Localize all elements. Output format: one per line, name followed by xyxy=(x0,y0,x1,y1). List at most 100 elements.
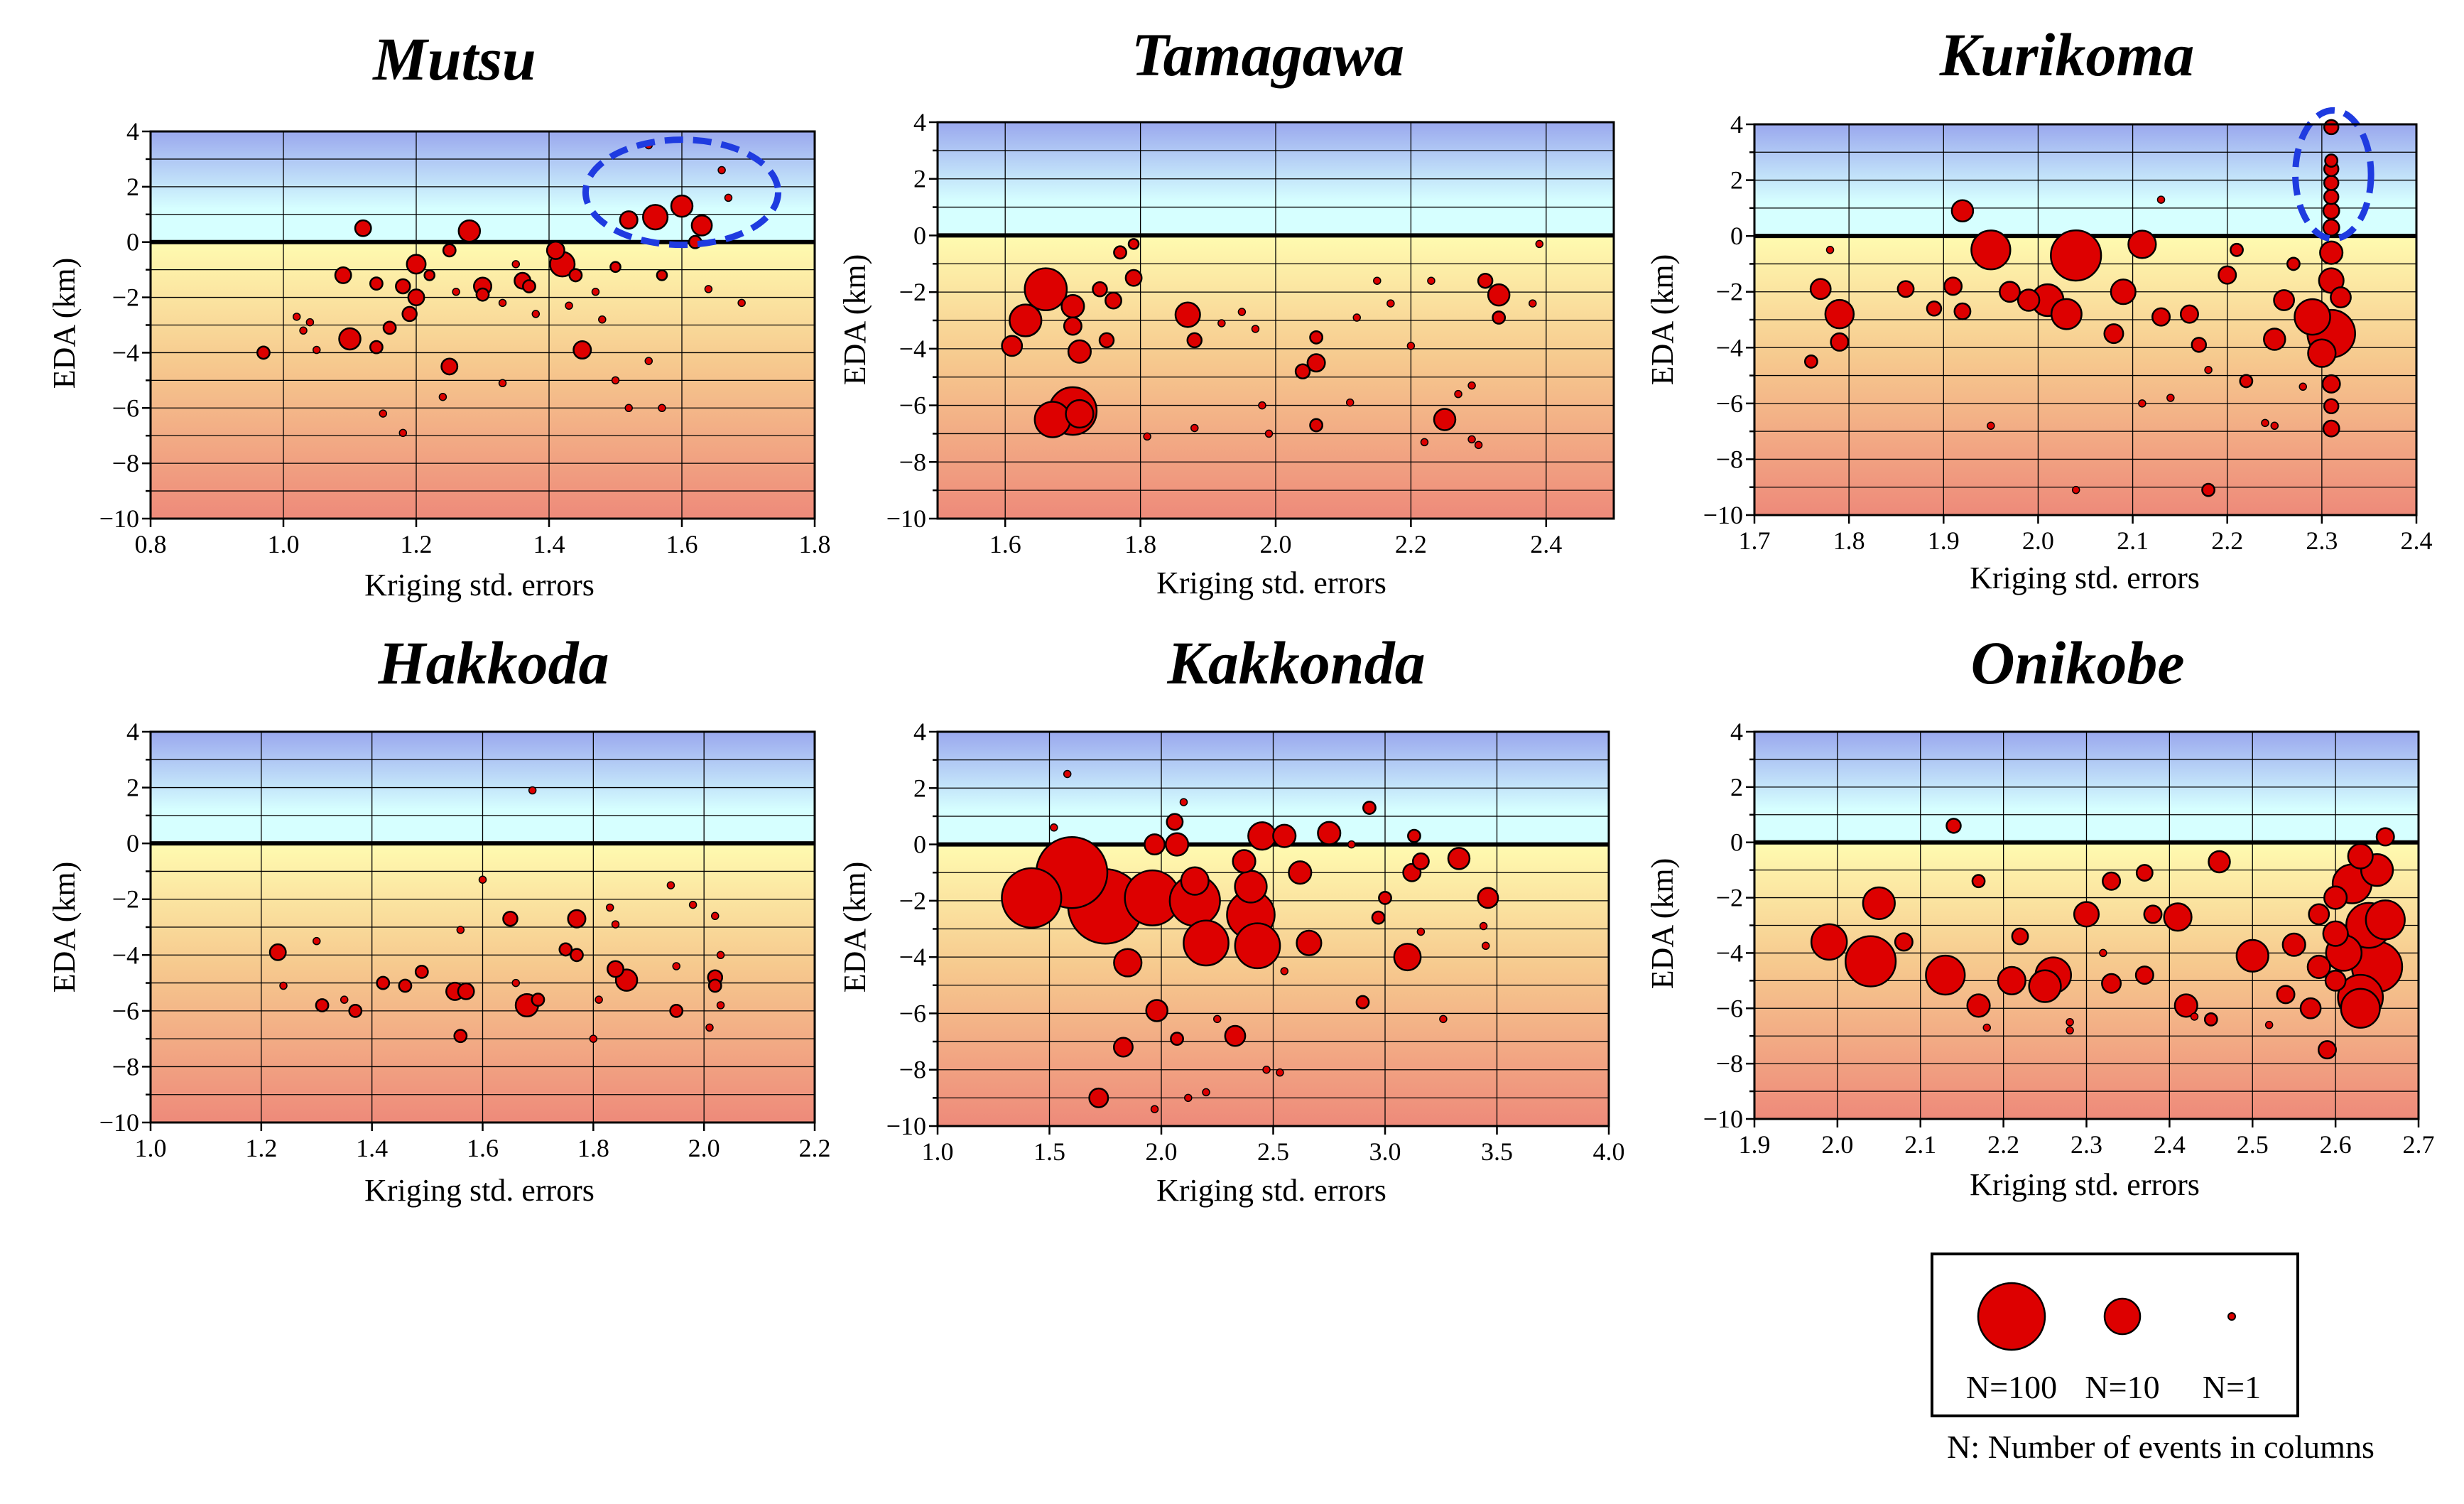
data-point xyxy=(642,204,669,231)
data-point xyxy=(1088,1087,1109,1108)
data-point xyxy=(609,261,622,274)
data-point xyxy=(705,1023,714,1032)
data-point xyxy=(716,951,725,960)
legend-label-n100: N=100 xyxy=(1966,1369,2057,1405)
data-point xyxy=(717,166,726,175)
data-point xyxy=(2306,954,2331,979)
data-point xyxy=(1024,267,1068,311)
data-point xyxy=(670,194,694,218)
data-point xyxy=(2218,265,2237,285)
data-point xyxy=(1352,313,1361,322)
data-point xyxy=(2261,418,2269,428)
data-point xyxy=(453,1029,468,1044)
data-point xyxy=(1258,401,1266,410)
data-point xyxy=(315,998,330,1012)
data-point xyxy=(1529,299,1537,308)
data-point xyxy=(522,279,536,293)
y-tick-label: −8 xyxy=(1716,1049,1743,1078)
data-point xyxy=(442,243,457,258)
data-point xyxy=(1213,1015,1222,1024)
x-tick-label: 4.0 xyxy=(1593,1137,1625,1166)
data-point xyxy=(1896,280,1915,298)
y-axis-label: EDA (km) xyxy=(47,862,82,993)
data-point xyxy=(2299,382,2307,391)
x-tick-label: 1.5 xyxy=(1033,1137,1065,1166)
data-point xyxy=(1288,860,1313,885)
y-axis-label: EDA (km) xyxy=(47,258,82,389)
x-tick-label: 1.2 xyxy=(401,530,433,558)
data-point xyxy=(452,288,460,296)
data-point xyxy=(1971,874,1986,889)
data-point xyxy=(376,975,391,990)
data-point xyxy=(1166,813,1184,831)
data-point xyxy=(1347,840,1356,849)
x-tick-label: 2.0 xyxy=(1146,1137,1178,1166)
data-point xyxy=(1296,929,1323,956)
data-point xyxy=(2323,175,2340,191)
data-point xyxy=(1251,325,1260,333)
x-tick-label: 1.6 xyxy=(989,530,1021,558)
panel-kurikoma: Kurikoma EDA (km) Kriging std. errors 1.… xyxy=(1645,21,2433,595)
data-point xyxy=(1179,798,1188,806)
data-point xyxy=(1113,245,1127,260)
data-point xyxy=(1477,272,1494,289)
legend-marker-n100 xyxy=(1977,1282,2046,1351)
data-point xyxy=(1447,847,1471,870)
x-tick-label: 1.8 xyxy=(1124,530,1156,558)
y-tick-label: −8 xyxy=(112,1052,139,1081)
data-point xyxy=(457,982,475,1000)
data-point xyxy=(2073,901,2100,928)
data-point xyxy=(1926,301,1943,317)
data-point xyxy=(406,254,427,275)
y-tick-label: −4 xyxy=(112,941,139,969)
data-point xyxy=(423,269,436,281)
data-point xyxy=(395,278,411,295)
x-axis-label: Kriging std. errors xyxy=(1156,566,1386,600)
data-point xyxy=(456,926,465,934)
data-point xyxy=(531,310,541,318)
y-tick-label: −6 xyxy=(1716,994,1743,1022)
y-tick-label: 4 xyxy=(126,718,139,746)
data-point xyxy=(1894,932,1914,952)
data-point xyxy=(2017,288,2041,312)
x-tick-label: 1.0 xyxy=(922,1137,954,1166)
data-point xyxy=(1943,276,1963,296)
data-point xyxy=(313,936,321,946)
y-tick-label: −6 xyxy=(899,391,926,420)
x-tick-label: 2.1 xyxy=(2117,526,2149,555)
data-point xyxy=(1280,967,1288,975)
y-tick-label: −2 xyxy=(1716,884,1743,912)
x-tick-label: 2.6 xyxy=(2320,1130,2352,1159)
data-point xyxy=(1420,438,1429,447)
data-point xyxy=(2208,850,2231,874)
data-point xyxy=(2270,421,2279,431)
y-tick-label: −8 xyxy=(899,1056,926,1084)
data-point xyxy=(475,287,490,302)
plot-area: 0.8 1.0 1.2 1.4 1.6 1.8 −10 −8 −6 −4 −2 0 2 4 xyxy=(99,117,831,558)
data-point xyxy=(2322,202,2340,220)
data-point xyxy=(313,345,321,355)
data-point xyxy=(1862,886,1896,920)
data-point xyxy=(2066,1018,2074,1027)
panel-tamagawa: Tamagawa EDA (km) Kriging std. errors 1.… xyxy=(837,21,1615,600)
y-tick-label: 2 xyxy=(126,774,139,802)
panel-title: Hakkoda xyxy=(378,629,609,697)
x-tick-label: 1.0 xyxy=(135,1134,167,1162)
data-point xyxy=(2322,419,2340,438)
data-point xyxy=(1355,995,1370,1010)
data-point xyxy=(2308,903,2330,926)
data-point xyxy=(1416,927,1426,936)
data-point xyxy=(2173,993,2198,1018)
data-point xyxy=(1966,993,1991,1018)
x-tick-label: 1.2 xyxy=(245,1134,277,1162)
plot-area: 1.0 1.5 2.0 2.5 3.0 3.5 4.0 −10 −8 −6 −4 −2 0 2 4 xyxy=(886,718,1625,1166)
data-point xyxy=(334,266,352,284)
data-point xyxy=(1247,821,1277,851)
data-point xyxy=(2307,338,2337,368)
data-point xyxy=(1406,342,1416,350)
data-point xyxy=(1098,332,1115,349)
data-point xyxy=(407,288,425,307)
y-tick-label: 2 xyxy=(1730,773,1743,801)
data-point xyxy=(2190,1012,2199,1021)
data-point xyxy=(2347,843,2374,870)
